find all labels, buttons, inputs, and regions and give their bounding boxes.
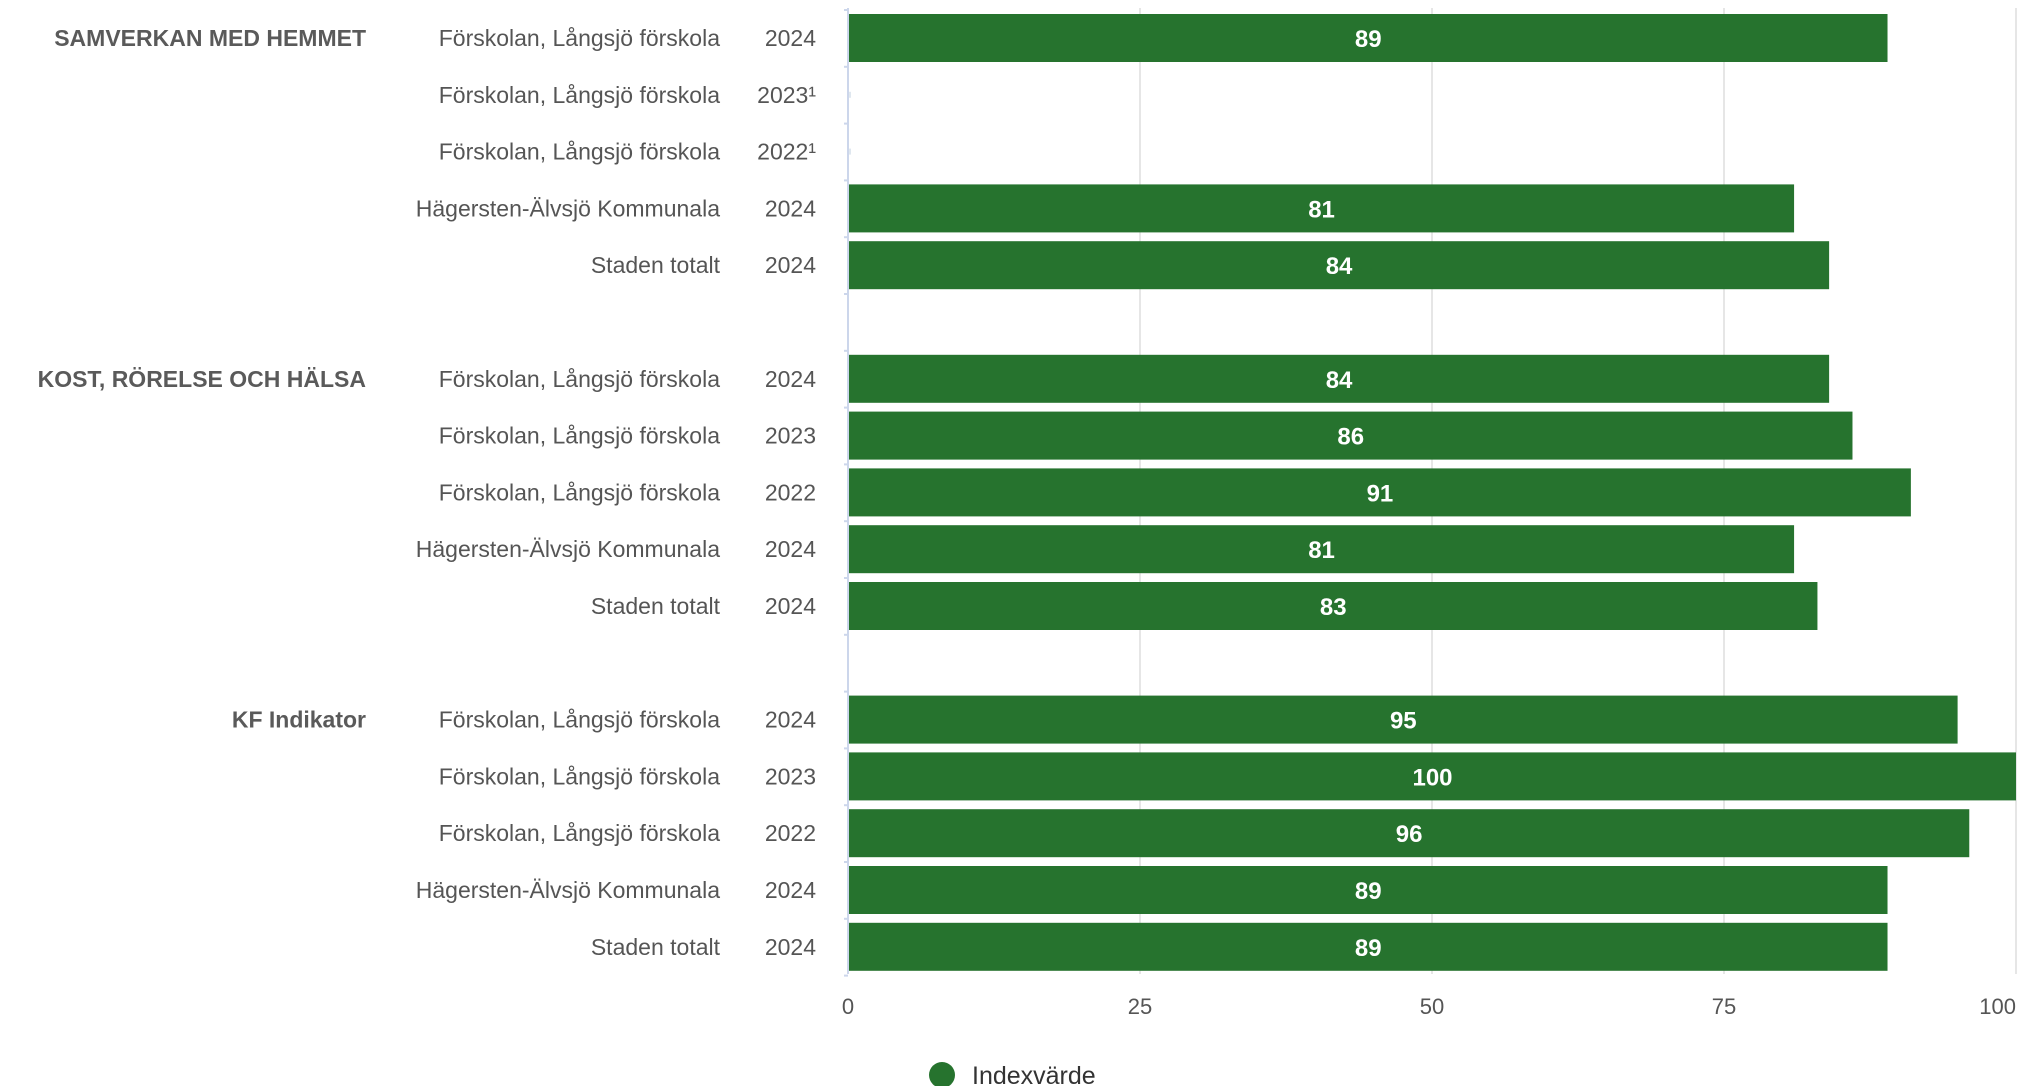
group-label: SAMVERKAN MED HEMMET xyxy=(54,25,366,51)
row-year-label: 2024 xyxy=(765,877,816,903)
row-label: Förskolan, Långsjö förskola xyxy=(439,25,720,51)
bar-value-label: 100 xyxy=(1412,764,1452,791)
bar[interactable] xyxy=(849,184,1795,233)
row-label: Förskolan, Långsjö förskola xyxy=(439,707,720,733)
row-label: Hägersten-Älvsjö Kommunala xyxy=(416,195,720,221)
row-label: Staden totalt xyxy=(591,252,721,278)
group-label: KF Indikator xyxy=(232,707,366,733)
row-year-label: 2023 xyxy=(765,423,816,449)
bar[interactable] xyxy=(849,809,1970,858)
row-label: Hägersten-Älvsjö Kommunala xyxy=(416,536,720,562)
bar[interactable] xyxy=(849,468,1911,517)
row-label: Förskolan, Långsjö förskola xyxy=(439,139,720,165)
legend-label[interactable]: Indexvärde xyxy=(972,1062,1096,1090)
bar-value-label: 91 xyxy=(1367,480,1394,507)
group-label: KOST, RÖRELSE OCH HÄLSA xyxy=(38,366,366,392)
bar-value-label: 86 xyxy=(1337,424,1364,451)
bar[interactable] xyxy=(849,14,1888,62)
bar-value-label: 84 xyxy=(1326,253,1353,280)
bar[interactable] xyxy=(849,695,1958,744)
bar-value-label: 96 xyxy=(1396,821,1423,848)
bar-value-label: 95 xyxy=(1390,708,1417,735)
bar-value-label: 83 xyxy=(1320,594,1347,621)
bar[interactable] xyxy=(849,525,1795,574)
x-tick-label: 50 xyxy=(1420,994,1444,1019)
row-year-label: 2024 xyxy=(765,707,816,733)
bar-value-label: 81 xyxy=(1308,196,1335,223)
row-year-label: 2024 xyxy=(765,252,816,278)
row-year-label: 2024 xyxy=(765,536,816,562)
row-year-label: 2023 xyxy=(765,763,816,789)
row-label: Förskolan, Långsjö förskola xyxy=(439,820,720,846)
row-year-label: 2023¹ xyxy=(757,82,816,108)
x-tick-label: 100 xyxy=(1979,994,2016,1019)
bar[interactable] xyxy=(849,922,1888,971)
bar-value-label: 89 xyxy=(1355,26,1382,53)
bar-value-label: 81 xyxy=(1308,537,1335,564)
row-year-label: 2022 xyxy=(765,479,816,505)
bar[interactable] xyxy=(849,866,1888,914)
row-year-label: 2024 xyxy=(765,593,816,619)
legend[interactable]: Indexvärde xyxy=(929,1062,1096,1090)
bar[interactable] xyxy=(849,752,2016,801)
row-year-label: 2022 xyxy=(765,820,816,846)
row-year-label: 2024 xyxy=(765,366,816,392)
bar[interactable] xyxy=(849,411,1853,460)
row-label: Förskolan, Långsjö förskola xyxy=(439,423,720,449)
bar[interactable] xyxy=(849,354,1830,403)
row-label: Förskolan, Långsjö förskola xyxy=(439,82,720,108)
bar-value-label: 84 xyxy=(1326,367,1353,394)
legend-marker[interactable] xyxy=(929,1062,955,1088)
bar[interactable] xyxy=(849,582,1818,630)
row-label: Staden totalt xyxy=(591,593,721,619)
row-year-label: 2022¹ xyxy=(757,139,816,165)
bar-value-label: 89 xyxy=(1355,935,1382,962)
x-tick-label: 25 xyxy=(1128,994,1152,1019)
bar-layer: 89 81 84 84 86 91 81 83 95 100 96 89 89 xyxy=(849,14,2016,971)
row-label: Staden totalt xyxy=(591,934,721,960)
bar[interactable] xyxy=(849,241,1830,290)
bar-value-label: 89 xyxy=(1355,878,1382,905)
row-label: Hägersten-Älvsjö Kommunala xyxy=(416,877,720,903)
bar-empty xyxy=(849,91,851,98)
bar-empty xyxy=(849,148,851,155)
row-year-label: 2024 xyxy=(765,195,816,221)
axis-layer: 0 25 50 75 100 xyxy=(842,8,2016,1019)
row-label: Förskolan, Långsjö förskola xyxy=(439,763,720,789)
row-label: Förskolan, Långsjö förskola xyxy=(439,366,720,392)
label-layer: Förskolan, Långsjö förskola 2024 Förskolan… xyxy=(38,25,817,960)
x-tick-label: 75 xyxy=(1712,994,1736,1019)
row-label: Förskolan, Långsjö förskola xyxy=(439,479,720,505)
x-tick-label: 0 xyxy=(842,994,854,1019)
row-year-label: 2024 xyxy=(765,934,816,960)
row-year-label: 2024 xyxy=(765,25,816,51)
